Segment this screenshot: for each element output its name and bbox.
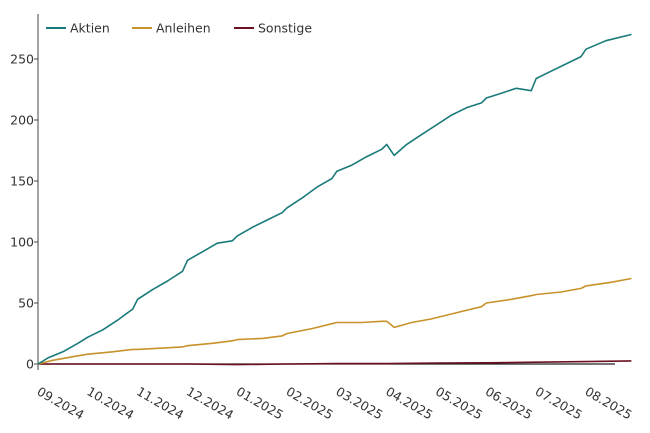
y-tick-label: 150 xyxy=(10,174,34,189)
x-tick-label: 07.2025 xyxy=(533,384,585,423)
legend-label-anleihen: Anleihen xyxy=(156,21,211,36)
x-tick-label: 09.2024 xyxy=(35,384,87,423)
y-axis: 0 50 100 150 200 250 xyxy=(10,14,39,372)
x-tick-label: 04.2025 xyxy=(383,384,435,423)
x-tick-label: 01.2025 xyxy=(234,384,286,423)
x-tick-label: 08.2025 xyxy=(583,384,635,423)
series-line-aktien xyxy=(37,33,632,365)
series-line-sonstige xyxy=(37,360,632,366)
series-lines xyxy=(37,33,632,366)
y-tick-label: 100 xyxy=(10,235,34,250)
y-tick-label: 0 xyxy=(26,357,34,372)
series-line-anleihen xyxy=(37,277,632,365)
x-axis: 09.202410.202411.202412.202401.202502.20… xyxy=(35,363,635,423)
x-tick-label: 03.2025 xyxy=(333,384,385,423)
x-tick-label: 02.2025 xyxy=(284,384,336,423)
y-tick-label: 200 xyxy=(10,113,34,128)
legend-label-sonstige: Sonstige xyxy=(258,21,312,36)
x-tick-label: 05.2025 xyxy=(433,384,485,423)
y-tick-label: 50 xyxy=(18,296,34,311)
x-tick-label: 10.2024 xyxy=(84,384,136,423)
x-tick-label: 12.2024 xyxy=(184,384,236,423)
legend-label-aktien: Aktien xyxy=(70,21,110,36)
x-tick-label: 11.2024 xyxy=(134,384,186,423)
legend: Aktien Anleihen Sonstige xyxy=(46,21,312,36)
y-tick-label: 250 xyxy=(10,52,34,67)
x-tick-label: 06.2025 xyxy=(483,384,535,423)
